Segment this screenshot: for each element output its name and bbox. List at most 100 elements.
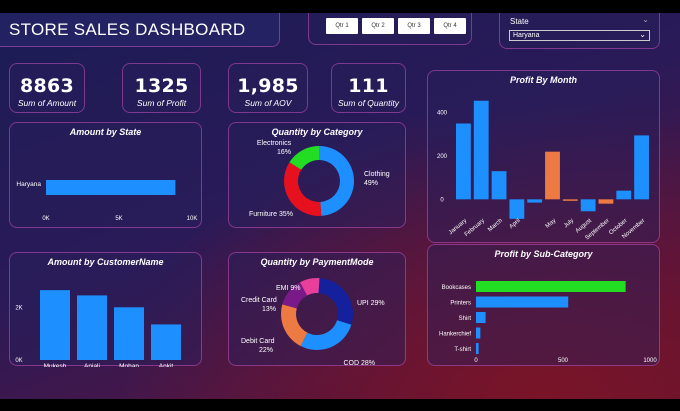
kpi-label: Sum of AOV bbox=[244, 98, 292, 108]
bar bbox=[527, 199, 543, 203]
x-tick-label: April bbox=[509, 218, 522, 230]
kpi-card-aov: 1,985 Sum of AOV bbox=[228, 63, 308, 113]
bar bbox=[476, 281, 626, 292]
profit-by-subcategory-chart: Bookcases Printers Shirt Hankerchief T-shirt… bbox=[439, 281, 657, 364]
slice-label: Debit Card bbox=[241, 338, 275, 345]
quarter-button-1[interactable]: Qtr 1 bbox=[326, 18, 358, 34]
donut-slice bbox=[300, 320, 352, 350]
slice-label: COD 28% bbox=[343, 360, 375, 367]
slice-label: 22% bbox=[259, 347, 273, 354]
slice-label: Furniture 35% bbox=[249, 211, 293, 218]
donut-slice bbox=[284, 162, 322, 216]
x-tick-label: 10K bbox=[187, 216, 198, 222]
category-label: Hankerchief bbox=[439, 332, 471, 338]
donut-slice bbox=[289, 146, 319, 170]
quantity-by-payment-card: Quantity by PaymentMode UPI 29% COD 28% De… bbox=[228, 252, 406, 367]
bar bbox=[40, 290, 70, 360]
bar bbox=[580, 199, 596, 212]
bar bbox=[562, 199, 578, 201]
bar bbox=[473, 100, 489, 200]
profit-by-subcategory-card: Profit by Sub-Category Bookcases Printers… bbox=[427, 244, 660, 366]
x-tick-label: 500 bbox=[558, 358, 569, 364]
y-tick-label: 0K bbox=[15, 358, 22, 364]
state-dropdown[interactable]: Haryana ⌄ bbox=[509, 30, 650, 41]
bar bbox=[151, 324, 181, 360]
category-label: Bookcases bbox=[442, 285, 471, 291]
x-tick-label: March bbox=[487, 218, 504, 233]
amount-by-customer-chart: 2K 0K Mukesh Anjali Mohan Ankit bbox=[15, 290, 181, 367]
x-tick-label: Mukesh bbox=[44, 363, 67, 367]
bar bbox=[77, 295, 107, 360]
quarter-button-2[interactable]: Qtr 2 bbox=[362, 18, 394, 34]
y-tick-label: 400 bbox=[437, 111, 448, 117]
x-tick-label: Anjali bbox=[84, 363, 100, 367]
x-tick-label: 0 bbox=[474, 358, 478, 364]
bar bbox=[476, 327, 481, 339]
profit-by-month-card: Profit By Month 400 200 0 January February Ma… bbox=[427, 70, 660, 243]
state-filter: State ⌄ Haryana ⌄ bbox=[499, 13, 660, 49]
header-card: STORE SALES DASHBOARD bbox=[0, 13, 280, 47]
slice-label: 49% bbox=[364, 180, 378, 187]
bar bbox=[598, 199, 614, 204]
slice-label: Clothing bbox=[364, 171, 390, 178]
x-tick-label: February bbox=[464, 218, 486, 238]
donut-slice bbox=[281, 304, 308, 347]
kpi-label: Sum of Profit bbox=[136, 98, 187, 108]
donut-slice bbox=[282, 282, 308, 309]
category-label: Shirt bbox=[459, 316, 472, 322]
slice-label: UPI 29% bbox=[357, 300, 385, 307]
state-expand-icon[interactable]: ⌄ bbox=[642, 15, 649, 24]
bar bbox=[456, 123, 471, 200]
quarter-slicer: Qtr 1 Qtr 2 Qtr 3 Qtr 4 bbox=[308, 13, 472, 45]
x-tick-label: 0K bbox=[42, 216, 49, 222]
quarter-button-3[interactable]: Qtr 3 bbox=[398, 18, 430, 34]
kpi-label: Sum of Amount bbox=[17, 98, 77, 108]
kpi-label: Sum of Quantity bbox=[338, 98, 399, 108]
chevron-down-icon: ⌄ bbox=[639, 30, 646, 39]
donut-slice bbox=[318, 278, 353, 325]
amount-by-state-card: Amount by State Haryana 0K 5K 10K bbox=[9, 122, 202, 228]
quarter-button-4[interactable]: Qtr 4 bbox=[434, 18, 466, 34]
slice-label: Credit Card bbox=[241, 297, 277, 304]
kpi-value: 1325 bbox=[134, 75, 189, 97]
chart-title: Profit By Month bbox=[510, 75, 577, 85]
kpi-card-amount: 8863 Sum of Amount bbox=[9, 63, 85, 113]
dashboard-canvas: STORE SALES DASHBOARD Qtr 1 Qtr 2 Qtr 3 … bbox=[0, 13, 680, 399]
x-tick-label: Ankit bbox=[159, 363, 174, 367]
state-dropdown-value: Haryana bbox=[513, 32, 540, 39]
page-title: STORE SALES DASHBOARD bbox=[9, 20, 246, 39]
bar bbox=[634, 135, 649, 200]
quantity-by-category-chart: Clothing 49% Furniture 35% Electronics 16% bbox=[249, 140, 390, 218]
y-tick-label: 0 bbox=[440, 197, 444, 203]
y-tick-label: 2K bbox=[15, 305, 22, 311]
y-tick-label: 200 bbox=[437, 154, 448, 160]
slice-label: 13% bbox=[262, 306, 276, 313]
bar bbox=[616, 190, 632, 200]
bar bbox=[509, 199, 525, 219]
quantity-by-payment-chart: UPI 29% COD 28% Debit Card 22% Credit Card 13… bbox=[241, 278, 385, 367]
x-tick-label: May bbox=[545, 218, 558, 230]
amount-by-state-chart: Haryana 0K 5K 10K bbox=[16, 180, 198, 222]
kpi-value: 1,985 bbox=[237, 75, 299, 97]
bar bbox=[545, 151, 560, 200]
donut-slice bbox=[319, 146, 355, 216]
state-filter-label: State bbox=[510, 17, 529, 26]
x-tick-label: July bbox=[563, 218, 575, 229]
x-tick-label: 5K bbox=[115, 216, 122, 222]
kpi-value: 8863 bbox=[19, 75, 75, 97]
chart-title: Quantity by PaymentMode bbox=[260, 257, 374, 267]
chart-title: Amount by State bbox=[69, 127, 142, 137]
bar bbox=[491, 171, 507, 200]
slice-label: EMI 9% bbox=[276, 285, 301, 292]
chart-title: Quantity by Category bbox=[271, 127, 363, 137]
x-tick-label: 1000 bbox=[643, 358, 657, 364]
kpi-card-quantity: 111 Sum of Quantity bbox=[331, 63, 406, 113]
category-label: T-shirt bbox=[454, 347, 471, 353]
slice-label: Electronics bbox=[257, 140, 292, 147]
category-label: Haryana bbox=[16, 181, 41, 188]
chart-title: Profit by Sub-Category bbox=[494, 249, 593, 259]
slice-label: 16% bbox=[277, 149, 291, 156]
bar bbox=[476, 343, 479, 354]
category-label: Printers bbox=[450, 301, 471, 307]
